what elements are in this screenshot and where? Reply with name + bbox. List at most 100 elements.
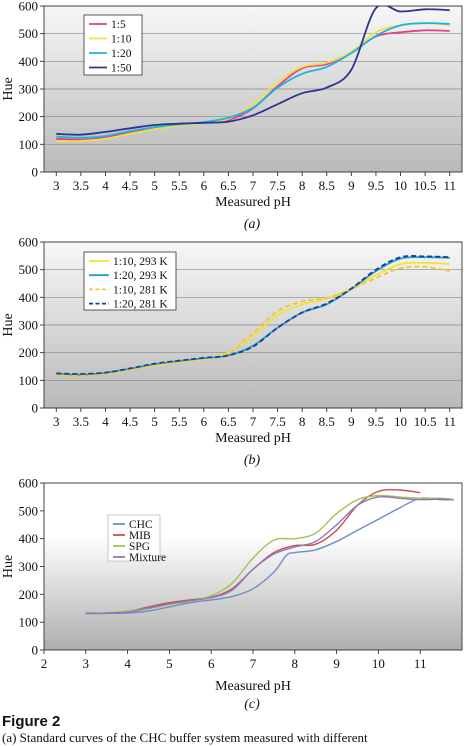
x-tick-label: 5.5 bbox=[171, 178, 187, 193]
x-tick-label: 7.5 bbox=[269, 178, 285, 193]
legend-label: 1:10, 281 K bbox=[113, 284, 168, 296]
x-tick-label: 7 bbox=[250, 656, 257, 671]
y-tick-label: 200 bbox=[19, 109, 39, 124]
legend-label: 1:20, 281 K bbox=[113, 299, 168, 311]
x-tick-label: 10.5 bbox=[414, 178, 437, 193]
legend-label: CHC bbox=[129, 519, 153, 531]
series-line-mixture bbox=[85, 495, 454, 615]
x-axis-label: Measured pH bbox=[215, 679, 291, 694]
x-tick-label: 6 bbox=[201, 178, 208, 193]
panel-c-chart: 0 100 200 300 400 500 600 2 3 4 5 6 7 8 9 10 11 Measured … bbox=[1, 476, 463, 712]
x-tick-label: 5 bbox=[151, 178, 158, 193]
y-axis-label: Hue bbox=[1, 77, 16, 100]
x-tick-label: 3 bbox=[53, 414, 60, 429]
x-tick-label: 4.5 bbox=[122, 414, 138, 429]
x-tick-label: 8 bbox=[292, 656, 299, 671]
x-tick-label: 7.5 bbox=[269, 414, 285, 429]
x-tick-label: 5 bbox=[151, 414, 158, 429]
y-tick-label: 600 bbox=[19, 476, 39, 491]
legend-label: 1:5 bbox=[111, 19, 126, 31]
x-tick-label: 11 bbox=[443, 178, 456, 193]
x-tick-label: 11 bbox=[443, 414, 456, 429]
y-tick-label: 400 bbox=[19, 54, 39, 69]
legend-label: MIB bbox=[129, 530, 151, 542]
x-tick-label: 10 bbox=[372, 656, 385, 671]
x-tick-label: 7 bbox=[250, 414, 257, 429]
x-tick-label: 3.5 bbox=[73, 178, 89, 193]
x-tick-label: 5 bbox=[166, 656, 173, 671]
x-tick-label: 9 bbox=[333, 656, 340, 671]
panel-label: (b) bbox=[244, 453, 261, 468]
y-tick-label: 400 bbox=[19, 290, 39, 305]
legend-box bbox=[107, 514, 161, 562]
x-tick-label: 3 bbox=[83, 656, 90, 671]
x-tick-label: 4 bbox=[124, 656, 131, 671]
legend-label: 1:20 bbox=[111, 48, 132, 60]
x-tick-label: 2 bbox=[41, 656, 48, 671]
legend: 1:10, 293 K 1:20, 293 K 1:10, 281 K 1:20, 2… bbox=[83, 251, 177, 311]
x-axis-label: Measured pH bbox=[215, 195, 291, 210]
panel-b-chart: 0 100 200 300 400 500 600 3 3.5 4 4.5 5 5.5 6 6.5 7 7.5 8… bbox=[1, 235, 463, 468]
y-axis-label: Hue bbox=[1, 313, 16, 336]
legend-label: 1:20, 293 K bbox=[113, 270, 168, 282]
x-tick-label: 6 bbox=[201, 414, 208, 429]
series-group bbox=[56, 6, 450, 143]
y-tick-label: 300 bbox=[19, 559, 39, 574]
legend-label: SPG bbox=[129, 541, 150, 553]
y-tick-label: 200 bbox=[19, 587, 39, 602]
y-tick-label: 500 bbox=[19, 503, 39, 518]
y-tick-label: 100 bbox=[19, 137, 39, 152]
series-line-1-20-281-k bbox=[56, 255, 450, 375]
x-tick-label: 5.5 bbox=[171, 414, 187, 429]
y-tick-label: 500 bbox=[19, 262, 39, 277]
legend-label: Mixture bbox=[129, 552, 166, 564]
panel-a-chart: 0 100 200 300 400 500 600 3 3.5 4 4.5 5 5.5 6 6.5 7 7.5 8… bbox=[1, 0, 463, 232]
y-tick-label: 600 bbox=[19, 0, 39, 14]
x-tick-label: 9.5 bbox=[368, 414, 384, 429]
x-tick-label: 8.5 bbox=[319, 414, 335, 429]
series-group bbox=[56, 255, 450, 377]
panel-label: (a) bbox=[244, 217, 261, 232]
x-tick-label: 3 bbox=[53, 178, 60, 193]
x-tick-label: 4.5 bbox=[122, 178, 138, 193]
series-group bbox=[85, 488, 454, 615]
legend-label: 1:10 bbox=[111, 34, 132, 46]
x-tick-label: 10 bbox=[394, 414, 407, 429]
panel-label: (c) bbox=[244, 697, 260, 712]
x-tick-label: 10.5 bbox=[414, 414, 437, 429]
x-tick-label: 9.5 bbox=[368, 178, 384, 193]
legend: 1:5 1:10 1:20 1:50 bbox=[83, 14, 143, 76]
x-axis-label: Measured pH bbox=[215, 431, 291, 446]
x-tick-label: 8.5 bbox=[319, 178, 335, 193]
x-tick-label: 4 bbox=[102, 414, 109, 429]
legend-label: 1:10, 293 K bbox=[113, 256, 168, 268]
legend-label: 1:50 bbox=[111, 63, 132, 75]
figure-caption: (a) Standard curves of the CHC buffer sy… bbox=[2, 730, 368, 745]
x-tick-label: 10 bbox=[394, 178, 407, 193]
y-tick-label: 200 bbox=[19, 345, 39, 360]
x-tick-label: 7 bbox=[250, 178, 257, 193]
y-tick-label: 500 bbox=[19, 26, 39, 41]
figure-title: Figure 2 bbox=[2, 713, 61, 730]
x-tick-label: 8 bbox=[299, 178, 306, 193]
x-tick-label: 9 bbox=[348, 178, 355, 193]
series-line-chc bbox=[85, 497, 454, 615]
y-tick-label: 0 bbox=[32, 643, 39, 658]
plot-area bbox=[44, 483, 462, 650]
x-tick-label: 11 bbox=[414, 656, 427, 671]
x-tick-label: 6.5 bbox=[220, 178, 236, 193]
series-line-1-10 bbox=[56, 22, 450, 143]
y-tick-label: 0 bbox=[32, 165, 39, 180]
y-tick-label: 300 bbox=[19, 82, 39, 97]
y-tick-label: 100 bbox=[19, 615, 39, 630]
x-tick-label: 9 bbox=[348, 414, 355, 429]
x-tick-label: 8 bbox=[299, 414, 306, 429]
x-tick-label: 3.5 bbox=[73, 414, 89, 429]
y-axis-label: Hue bbox=[1, 555, 16, 578]
x-tick-label: 6 bbox=[208, 656, 215, 671]
series-line-1-50 bbox=[56, 6, 450, 136]
y-tick-label: 300 bbox=[19, 318, 39, 333]
series-line-1-20 bbox=[56, 22, 450, 139]
